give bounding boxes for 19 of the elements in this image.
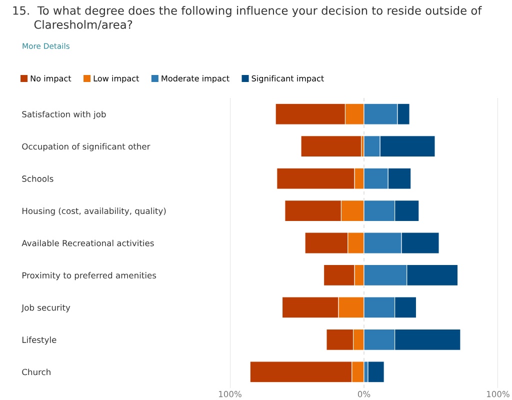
y-tick-label: Housing (cost, availability, quality) bbox=[22, 208, 166, 216]
legend-label: No impact bbox=[30, 75, 72, 84]
y-tick-label: Lifestyle bbox=[22, 336, 56, 345]
bar bbox=[368, 361, 384, 383]
x-tick-label: 100% bbox=[219, 390, 242, 398]
y-tick-label: Satisfaction with job bbox=[22, 110, 106, 120]
y-tick-label: Schools bbox=[22, 175, 54, 182]
legend-label: Low impact bbox=[94, 75, 140, 84]
y-tick-label: Job security bbox=[21, 304, 70, 312]
legend-label: Moderate impact bbox=[162, 75, 230, 84]
chart-title: 15. To what degree does the following influence your decision to reside outside of Claresholm/area? bbox=[13, 6, 482, 30]
y-tick-label: Proximity to preferred amenities bbox=[22, 272, 156, 280]
y-tick-label: Church bbox=[22, 368, 50, 376]
y-tick-label: Available Recreational activities bbox=[22, 240, 154, 246]
x-tick-label: 0% bbox=[358, 390, 370, 398]
bar bbox=[300, 136, 362, 158]
legend-label: Significant impact bbox=[252, 75, 324, 84]
y-tick-label: Occupation of significant other bbox=[22, 143, 150, 152]
x-tick-label: 100% bbox=[487, 390, 510, 398]
